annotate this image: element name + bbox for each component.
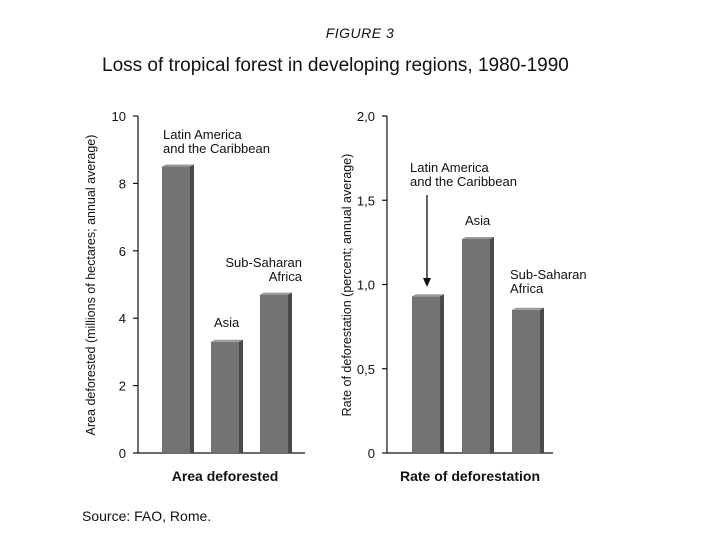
bar-top — [162, 164, 194, 167]
category-label: Africa — [510, 281, 544, 296]
category-label: Africa — [269, 269, 303, 284]
figure-label: FIGURE 3 — [325, 25, 395, 41]
bar-top — [211, 339, 243, 342]
bar-top — [412, 294, 444, 297]
category-label: Asia — [465, 213, 491, 228]
bar-side — [190, 164, 194, 454]
category-label: and the Caribbean — [410, 174, 517, 189]
bar-top — [462, 237, 494, 240]
figure-title: Loss of tropical forest in developing re… — [102, 55, 569, 76]
bar — [512, 309, 540, 453]
bar-side — [490, 237, 494, 453]
x-axis-title: Rate of deforestation — [400, 468, 540, 484]
y-tick-label: 0,5 — [357, 362, 375, 377]
y-tick-label: 2,0 — [357, 109, 375, 124]
category-label: Sub-Saharan — [225, 255, 302, 270]
category-label: and the Caribbean — [163, 141, 270, 156]
bar — [211, 341, 239, 453]
bar — [162, 166, 190, 454]
x-axis-title: Area deforested — [172, 468, 279, 484]
source-note: Source: FAO, Rome. — [82, 508, 212, 524]
y-tick-label: 6 — [119, 244, 126, 259]
y-tick-label: 8 — [119, 176, 126, 191]
y-tick-label: 1,0 — [357, 278, 375, 293]
bar-top — [260, 292, 292, 295]
category-label: Sub-Saharan — [510, 267, 587, 282]
category-label: Asia — [214, 315, 240, 330]
bar-side — [288, 292, 292, 453]
y-tick-label: 2 — [119, 379, 126, 394]
y-tick-label: 10 — [112, 109, 126, 124]
y-axis-title: Area deforested (millions of hectares; a… — [84, 135, 98, 436]
y-tick-label: 1,5 — [357, 193, 375, 208]
y-tick-label: 0 — [368, 446, 375, 461]
y-tick-label: 4 — [119, 311, 126, 326]
y-tick-label: 0 — [119, 446, 126, 461]
bar-side — [440, 294, 444, 453]
bar — [462, 239, 490, 453]
bar — [260, 294, 288, 453]
bar-top — [512, 307, 544, 310]
y-axis-title: Rate of deforestation (percent; annual a… — [340, 154, 354, 417]
annotation-arrow-head — [423, 278, 431, 287]
bar-side — [239, 339, 243, 453]
category-label: Latin America — [163, 127, 243, 142]
bar-side — [540, 307, 544, 453]
bar — [412, 296, 440, 453]
category-label: Latin America — [410, 160, 490, 175]
